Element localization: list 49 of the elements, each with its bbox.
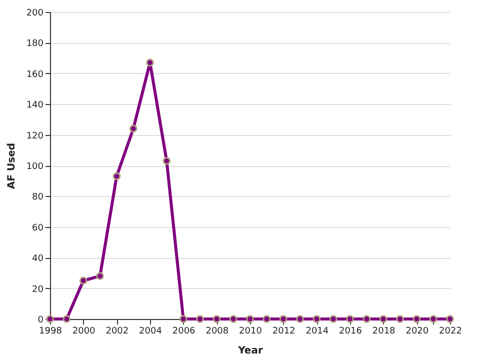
point (79, 276, 88, 285)
y-tick-label: 120 (26, 131, 44, 142)
point (229, 315, 238, 323)
x-tick-label: 2018 (372, 326, 396, 336)
point (379, 315, 388, 323)
point (246, 315, 254, 323)
x-tick-label: 2004 (139, 326, 162, 336)
point (412, 315, 421, 323)
x-tick-label: 2000 (72, 326, 96, 336)
y-axis-title: AF Used (6, 142, 18, 190)
point (196, 315, 204, 323)
point (129, 124, 138, 133)
y-tick-label: 200 (26, 8, 44, 18)
y-tick-label: 80 (32, 192, 44, 203)
x-tick-label: 2012 (272, 326, 296, 336)
point (62, 315, 71, 323)
x-tick-label: 2016 (339, 326, 362, 336)
point (262, 315, 271, 323)
point (162, 156, 171, 165)
x-tick-label: 2008 (206, 326, 229, 336)
point (212, 315, 221, 323)
y-tick-label: 140 (26, 100, 44, 111)
point (279, 315, 288, 323)
y-tick-label: 20 (32, 284, 44, 295)
x-tick-label: 1998 (39, 326, 62, 336)
x-tick-label: 2022 (439, 326, 462, 336)
point (312, 315, 321, 323)
x-tick-label: 2006 (172, 326, 196, 336)
x-tick-label: 2014 (306, 326, 329, 336)
x-tick-label: 2002 (106, 326, 129, 336)
point (346, 315, 354, 323)
point (296, 315, 304, 323)
point (329, 315, 338, 323)
point (429, 315, 438, 323)
y-tick-label: 180 (26, 39, 44, 50)
point (396, 315, 404, 323)
y-tick-label: 40 (32, 254, 44, 264)
x-tick-label: 2020 (406, 326, 429, 336)
point (146, 58, 154, 67)
point (96, 272, 104, 280)
point (112, 172, 121, 180)
y-tick-label: 0 (38, 316, 44, 326)
y-tick-label: 60 (32, 223, 44, 234)
point (179, 315, 188, 323)
y-tick-label: 100 (26, 162, 44, 172)
x-axis-title: Year (237, 346, 263, 356)
point (362, 315, 371, 323)
y-tick-label: 160 (26, 70, 44, 80)
x-tick-label: 2010 (239, 326, 262, 336)
